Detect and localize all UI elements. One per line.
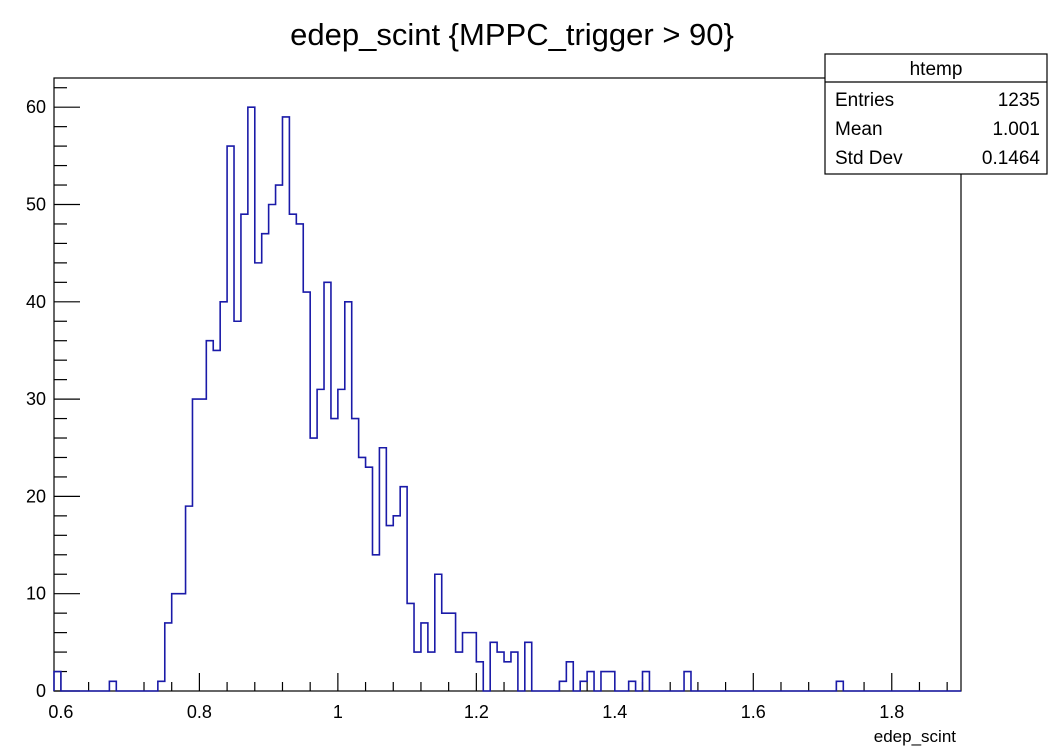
stats-box-frame	[824, 53, 1048, 175]
x-tick-label: 0.6	[48, 702, 73, 722]
y-tick-label: 40	[26, 292, 46, 312]
x-tick-label: 1.8	[879, 702, 904, 722]
stats-value-std-dev: 0.1464	[982, 148, 1041, 169]
stats-value-entries: 1235	[998, 90, 1040, 111]
y-tick-label: 60	[26, 97, 46, 117]
stats-box: htemp Entries 1235 Mean 1.001 Std Dev 0.…	[824, 53, 1048, 175]
x-axis-title: edep_scint	[874, 727, 957, 746]
x-tick-label: 1.2	[464, 702, 489, 722]
histogram-series-line	[53, 106, 961, 692]
x-tick-label: 1.6	[741, 702, 766, 722]
y-tick-label: 10	[26, 584, 46, 604]
stats-box-name: htemp	[910, 59, 963, 80]
y-tick-label: 0	[36, 681, 46, 701]
stats-label-std-dev: Std Dev	[835, 148, 903, 169]
chart-title: edep_scint {MPPC_trigger > 90}	[290, 17, 734, 52]
stats-label-mean: Mean	[835, 119, 883, 140]
y-axis: 0 10 20 30 40 50 60	[26, 87, 80, 701]
x-tick-label: 0.8	[187, 702, 212, 722]
plot-frame	[53, 77, 962, 692]
y-tick-label: 50	[26, 194, 46, 214]
x-tick-label: 1	[333, 702, 343, 722]
y-tick-label: 20	[26, 486, 46, 506]
x-axis: 0.6 0.8 1 1.2 1.4 1.6 1.8	[48, 673, 948, 722]
y-tick-label: 30	[26, 389, 46, 409]
stats-label-entries: Entries	[835, 90, 894, 111]
x-tick-label: 1.4	[602, 702, 627, 722]
stats-value-mean: 1.001	[992, 119, 1040, 140]
